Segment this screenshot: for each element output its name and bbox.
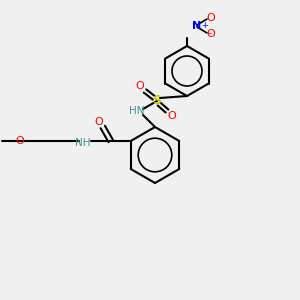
Text: HN: HN (129, 106, 145, 116)
Text: O: O (207, 13, 215, 23)
Text: O: O (94, 117, 103, 127)
Text: O: O (136, 81, 144, 91)
Text: -: - (207, 28, 211, 38)
Text: N: N (192, 21, 202, 31)
Text: O: O (207, 29, 215, 39)
Text: O: O (168, 111, 176, 121)
Text: +: + (202, 22, 208, 31)
Text: O: O (15, 136, 24, 146)
Text: NH: NH (75, 138, 91, 148)
Text: S: S (152, 94, 161, 107)
